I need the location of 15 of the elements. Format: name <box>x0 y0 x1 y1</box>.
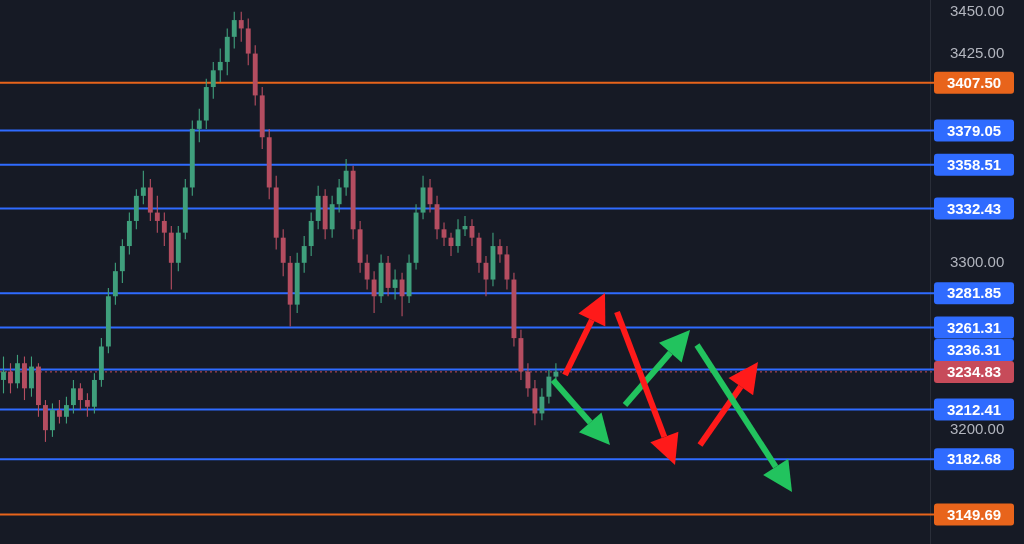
ref-line-label: 3234.83 <box>946 363 1002 381</box>
ref-line-label: 3281.85 <box>946 284 1002 302</box>
ref-line-label: 3261.31 <box>946 318 1002 336</box>
ref-line-label: 3212.41 <box>946 400 1002 418</box>
y-tick-label: 3425.00 <box>950 43 1005 61</box>
ref-line-label: 3358.51 <box>946 156 1002 173</box>
ref-line-label: 3379.05 <box>946 121 1002 139</box>
ref-line-label: 3236.31 <box>946 341 1002 359</box>
y-tick-label: 3450.00 <box>950 1 1005 19</box>
ref-line-label: 3407.50 <box>946 74 1002 91</box>
ref-line-label: 3182.68 <box>946 450 1002 468</box>
ref-line-label: 3332.43 <box>946 199 1002 217</box>
y-tick-label: 3200.00 <box>950 420 1005 438</box>
ref-line-label: 3149.69 <box>946 505 1002 523</box>
y-tick-label: 3300.00 <box>950 252 1005 270</box>
